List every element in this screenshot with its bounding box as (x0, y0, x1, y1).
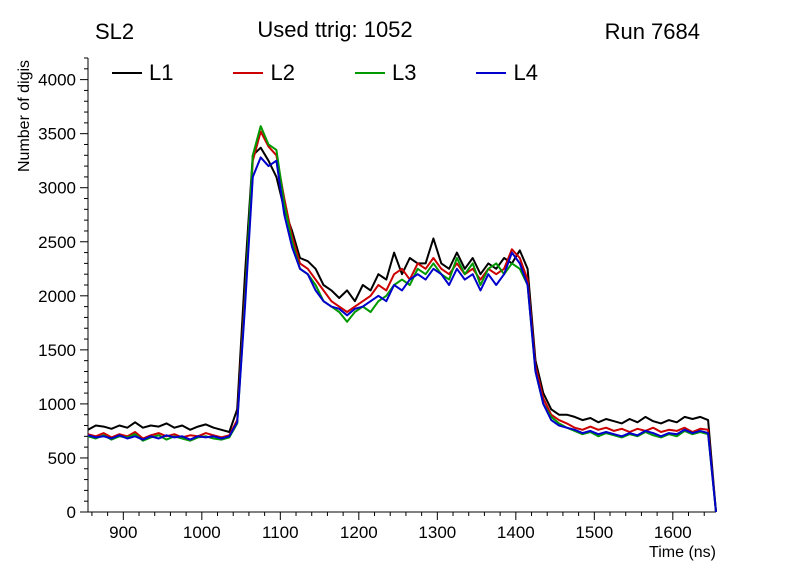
y-tick-label: 1500 (38, 341, 76, 360)
series-line-L1 (87, 146, 717, 513)
x-tick-label: 1400 (497, 523, 535, 542)
y-tick-label: 3500 (38, 125, 76, 144)
y-tick-label: 4000 (38, 71, 76, 90)
legend-item-L4: L4 (476, 60, 538, 86)
legend-label: L1 (149, 60, 174, 85)
x-tick-label: 1100 (262, 523, 299, 542)
y-axis-title: Number of digis (16, 59, 33, 172)
series-line-L2 (87, 130, 717, 513)
legend-line-L1 (112, 72, 142, 74)
y-tick-label: 500 (48, 449, 76, 468)
y-tick-label: 0 (67, 503, 76, 522)
series-line-L3 (87, 125, 717, 513)
legend-line-L2 (233, 72, 264, 74)
legend: L1 L2 L3 L4 (112, 60, 538, 86)
pad-title-left: SL2 (95, 19, 135, 44)
x-tick-label: 1300 (418, 523, 456, 542)
x-tick-label: 1200 (340, 523, 378, 542)
y-tick-label: 2500 (38, 233, 76, 252)
legend-label: L4 (513, 60, 538, 85)
y-tick-label: 2000 (38, 287, 76, 306)
x-tick-label: 1600 (654, 523, 692, 542)
plot-title: Used ttrig: 1052 (257, 17, 413, 42)
y-tick-label: 1000 (38, 395, 76, 414)
legend-item-L2: L2 (233, 60, 295, 86)
x-tick-label: 1000 (183, 523, 221, 542)
legend-item-L3: L3 (354, 60, 417, 86)
legend-label: L2 (270, 60, 295, 85)
x-axis-title: Time (ns) (649, 544, 716, 561)
series-line-L4 (87, 156, 717, 513)
x-tick-label: 900 (109, 523, 137, 542)
y-tick-label: 3000 (38, 179, 76, 198)
legend-item-L1: L1 (112, 60, 173, 86)
x-tick-label: 1500 (575, 523, 613, 542)
legend-label: L3 (391, 60, 417, 85)
legend-line-L3 (354, 72, 385, 74)
legend-line-L4 (476, 72, 507, 74)
run-label: Run 7684 (604, 19, 700, 44)
